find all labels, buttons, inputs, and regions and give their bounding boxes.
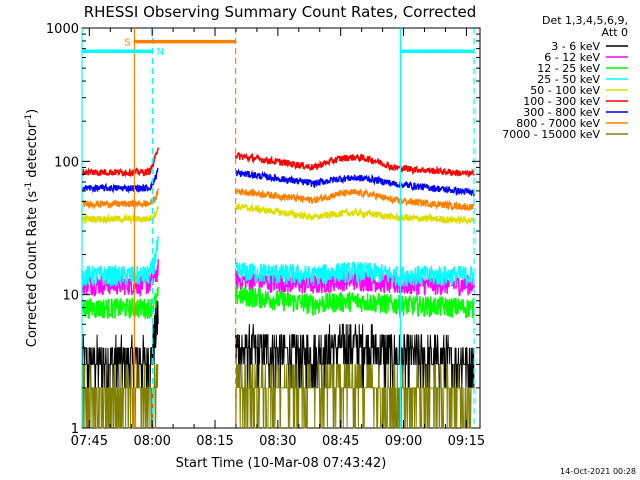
series-line-300-800keV-seg2 <box>235 168 475 197</box>
series-line-25-50keV-seg2 <box>234 261 475 287</box>
legend-label-8: 800 - 7000 keV <box>516 117 600 130</box>
x-tick-label-2: 08:00 <box>133 434 170 449</box>
legend-label-1: 3 - 6 keV <box>551 40 600 53</box>
series-line-800-7000keV-seg2 <box>234 187 475 212</box>
legend-label-3: 12 - 25 keV <box>537 62 600 75</box>
y-axis-label-mid: detector <box>25 122 40 182</box>
y-axis-label-sup-2: -1 <box>24 114 34 123</box>
series-line-7000-15000keV-seg1 <box>81 363 159 429</box>
y-axis-label: Corrected Count Rate (s-1 detector-1) <box>24 109 40 347</box>
x-tick-label-5: 08:45 <box>322 434 359 449</box>
y-axis-label-main: Corrected Count Rate (s <box>25 191 40 348</box>
series-line-25-50keV-seg1 <box>81 236 159 287</box>
legend-label-7: 300 - 800 keV <box>523 106 600 119</box>
series-line-300-800keV-seg1 <box>81 167 159 194</box>
y-tick-label-3: 100 <box>54 155 79 170</box>
series-line-800-7000keV-seg1 <box>81 188 159 210</box>
x-tick-label-6: 09:00 <box>385 434 422 449</box>
x-axis: 07:45 08:00 08:15 08:30 08:45 09:00 09:15 <box>71 28 485 449</box>
legend-label-4: 25 - 50 keV <box>537 73 600 86</box>
x-tick-label-3: 08:15 <box>196 434 233 449</box>
marker-label-N: N <box>157 47 164 58</box>
series-line-100-300keV-seg2 <box>234 151 475 178</box>
x-tick-label-7: 09:15 <box>448 434 485 449</box>
series-group <box>81 147 475 429</box>
generation-timestamp: 14-Oct-2021 00:28 <box>560 467 636 476</box>
x-axis-label: Start Time (10-Mar-08 07:43:42) <box>176 456 387 471</box>
marker-label-S: S <box>124 38 130 49</box>
series-line-12-25keV-seg2 <box>234 285 475 319</box>
series-line-50-100keV-seg1 <box>81 206 159 225</box>
legend-label-6: 100 - 300 keV <box>523 95 600 108</box>
legend-label-2: 6 - 12 keV <box>544 51 600 64</box>
legend-header-2: Att 0 <box>602 26 628 39</box>
legend-header-1: Det 1,3,4,5,6,9, <box>542 14 628 27</box>
series-line-50-100keV-seg2 <box>235 203 475 226</box>
y-axis: 1 10 100 1000 <box>46 22 480 437</box>
x-tick-label-4: 08:30 <box>259 434 296 449</box>
y-tick-label-2: 10 <box>62 289 79 304</box>
y-tick-label-4: 1000 <box>46 22 79 37</box>
legend-label-5: 50 - 100 keV <box>530 84 600 97</box>
series-line-7000-15000keV-seg2 <box>235 363 474 429</box>
y-axis-label-end: ) <box>25 109 40 114</box>
chart-title: RHESSI Observing Summary Count Rates, Co… <box>84 3 477 21</box>
y-tick-label-1: 1 <box>71 422 79 437</box>
y-axis-label-sup-1: -1 <box>24 182 34 191</box>
marker-group: SN <box>81 28 475 428</box>
x-tick-label-1: 07:45 <box>71 434 108 449</box>
series-line-100-300keV-seg1 <box>81 147 159 178</box>
series-line-12-25keV-seg1 <box>81 286 159 320</box>
legend-label-9: 7000 - 15000 keV <box>502 128 600 141</box>
series-line-3-6keV-seg1 <box>81 300 159 389</box>
